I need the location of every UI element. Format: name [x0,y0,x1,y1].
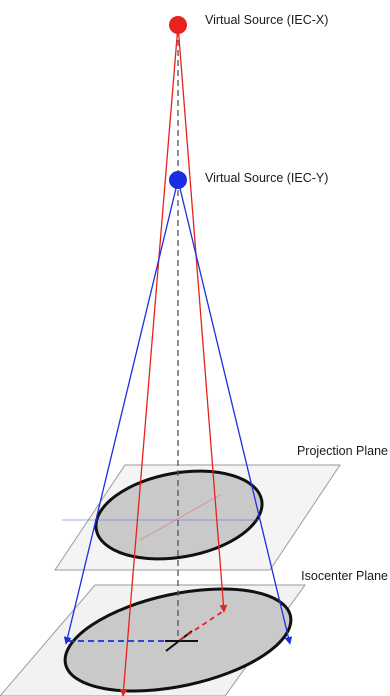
projection-field-ellipse [94,469,264,561]
iec-y-source-marker [169,171,187,189]
projection-crossline-diagonal [139,494,221,541]
isocenter-plane-label: Isocenter Plane [301,569,388,583]
iec-x-ray-left [119,24,179,696]
iec-x-source-marker [169,16,187,34]
iec-y-ray-left [63,179,179,645]
iec-x-ray-right [177,24,228,613]
projection-plane-label: Projection Plane [297,444,388,458]
iec-y-source-label: Virtual Source (IEC-Y) [205,171,328,185]
iec-y-ray-right [177,179,293,645]
iec-x-source-label: Virtual Source (IEC-X) [205,13,328,27]
